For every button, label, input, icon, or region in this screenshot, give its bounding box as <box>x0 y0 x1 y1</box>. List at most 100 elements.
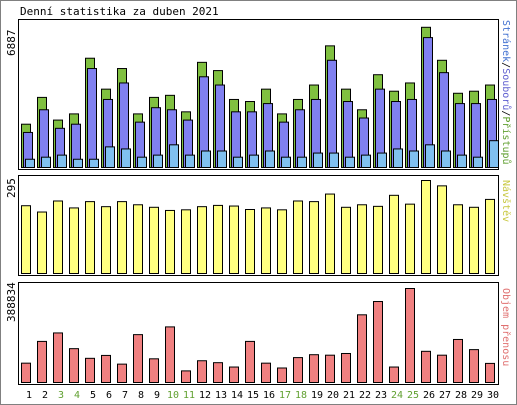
legend-files: Souborů <box>500 68 512 110</box>
bar-pages-day-25 <box>409 150 419 169</box>
chart-title: Denní statistika za duben 2021 <box>20 5 219 18</box>
bar-kbytes-day-29 <box>469 349 479 384</box>
legend-hits: Přístupů <box>500 116 512 164</box>
panel-kbytes-legend: Objem přenosu <box>500 288 512 366</box>
bars-layer <box>21 26 499 384</box>
bar-visits-day-14 <box>229 205 239 275</box>
bar-pages-day-5 <box>89 158 99 169</box>
bar-kbytes-day-7 <box>117 363 127 384</box>
x-label-day-4: 4 <box>74 390 80 401</box>
bar-visits-day-4 <box>69 207 79 275</box>
bar-visits-day-23 <box>373 205 383 274</box>
x-label-day-20: 20 <box>327 390 339 401</box>
legend-sep-2: / <box>500 110 511 116</box>
bar-kbytes-day-8 <box>133 334 143 384</box>
bar-pages-day-20 <box>329 152 339 169</box>
x-label-day-5: 5 <box>90 390 96 401</box>
bar-visits-day-6 <box>101 206 111 275</box>
x-label-day-15: 15 <box>247 390 259 401</box>
bar-visits-day-22 <box>357 204 367 275</box>
x-label-day-18: 18 <box>295 390 307 401</box>
bar-pages-day-8 <box>137 156 147 168</box>
bar-pages-day-27 <box>441 150 451 169</box>
bar-pages-day-18 <box>297 156 307 168</box>
bar-kbytes-day-12 <box>197 360 207 384</box>
x-label-day-12: 12 <box>199 390 211 401</box>
bar-visits-day-16 <box>261 207 271 275</box>
x-label-day-8: 8 <box>138 390 144 401</box>
bar-visits-day-9 <box>149 206 159 275</box>
bar-visits-day-13 <box>213 204 223 275</box>
x-label-day-1: 1 <box>26 390 32 401</box>
bar-pages-day-15 <box>249 154 259 168</box>
bar-files-day-20 <box>327 59 337 168</box>
x-label-day-30: 30 <box>487 390 499 401</box>
bar-visits-day-25 <box>405 203 415 275</box>
bar-kbytes-day-19 <box>309 354 319 384</box>
bar-kbytes-day-13 <box>213 362 223 384</box>
x-label-day-14: 14 <box>231 390 243 401</box>
bar-visits-day-2 <box>37 211 47 274</box>
x-label-day-25: 25 <box>407 390 419 401</box>
x-label-day-7: 7 <box>122 390 128 401</box>
bar-visits-day-21 <box>341 206 351 275</box>
bar-pages-day-16 <box>265 150 275 169</box>
bar-kbytes-day-6 <box>101 354 111 383</box>
bar-kbytes-day-17 <box>277 367 287 383</box>
bar-pages-day-2 <box>41 156 51 168</box>
bar-kbytes-day-11 <box>181 370 191 384</box>
bar-kbytes-day-4 <box>69 348 79 383</box>
panel-visits-legend: Návštěv <box>500 180 512 222</box>
bar-visits-day-12 <box>197 206 207 275</box>
x-label-day-21: 21 <box>343 390 355 401</box>
bar-pages-day-6 <box>105 146 115 168</box>
legend-sep-1: / <box>500 62 511 68</box>
bar-kbytes-day-5 <box>85 357 95 384</box>
bar-pages-day-11 <box>185 154 195 168</box>
bar-pages-day-7 <box>121 148 131 168</box>
bar-visits-day-8 <box>133 204 143 275</box>
bar-kbytes-day-20 <box>325 354 335 384</box>
bar-kbytes-day-27 <box>437 354 447 384</box>
bar-kbytes-day-21 <box>341 352 351 384</box>
bar-kbytes-day-30 <box>485 362 495 384</box>
x-label-day-24: 24 <box>391 390 403 401</box>
bar-visits-day-17 <box>277 209 287 275</box>
panel-kbytes-max-label: 388834 <box>5 282 18 322</box>
bar-visits-day-3 <box>53 200 63 275</box>
bar-pages-day-24 <box>393 148 403 168</box>
bar-kbytes-day-9 <box>149 358 159 383</box>
x-label-day-26: 26 <box>423 390 435 401</box>
bar-visits-day-27 <box>437 185 447 275</box>
x-label-day-10: 10 <box>167 390 179 401</box>
bar-visits-day-18 <box>293 200 303 275</box>
bar-visits-day-29 <box>469 206 479 275</box>
bar-pages-day-29 <box>473 156 483 168</box>
x-label-day-27: 27 <box>439 390 451 401</box>
bar-kbytes-day-26 <box>421 350 431 383</box>
bar-kbytes-day-18 <box>293 357 303 383</box>
x-label-day-17: 17 <box>279 390 291 401</box>
bar-kbytes-day-14 <box>229 366 239 384</box>
bar-files-day-5 <box>87 68 97 168</box>
bar-pages-day-14 <box>233 156 243 168</box>
bar-visits-day-10 <box>165 209 175 275</box>
bar-kbytes-day-28 <box>453 338 463 383</box>
bar-pages-day-21 <box>345 156 355 168</box>
bar-pages-day-19 <box>313 152 323 169</box>
bar-pages-day-10 <box>169 144 179 168</box>
bar-visits-day-30 <box>485 198 495 274</box>
bar-visits-day-26 <box>421 180 431 274</box>
bar-pages-day-28 <box>457 154 467 168</box>
bar-kbytes-day-2 <box>37 340 47 383</box>
x-label-day-22: 22 <box>359 390 371 401</box>
bar-kbytes-day-1 <box>21 362 31 383</box>
x-label-day-28: 28 <box>455 390 467 401</box>
bar-visits-day-11 <box>181 209 191 275</box>
bar-pages-day-9 <box>153 154 163 168</box>
bar-kbytes-day-10 <box>165 326 175 383</box>
panel-visits-max-label: 295 <box>5 178 18 198</box>
x-label-day-2: 2 <box>42 390 48 401</box>
x-label-day-23: 23 <box>375 390 387 401</box>
